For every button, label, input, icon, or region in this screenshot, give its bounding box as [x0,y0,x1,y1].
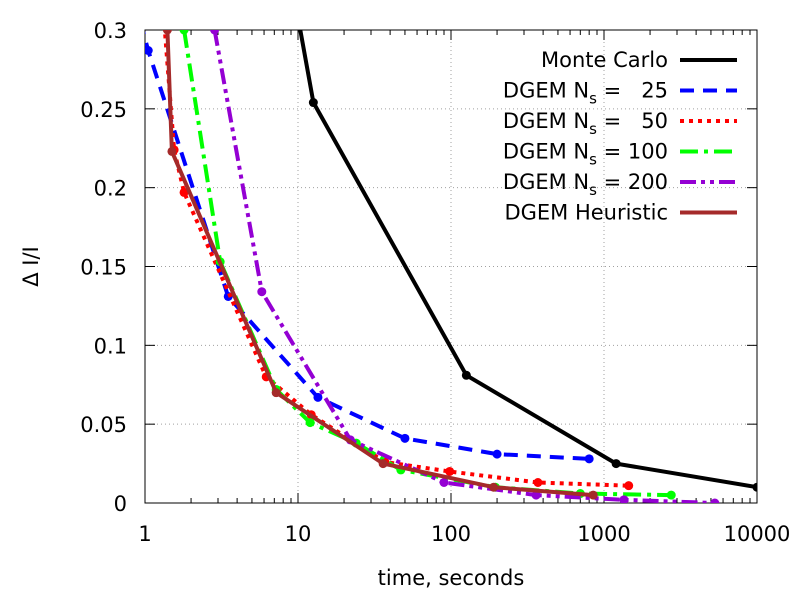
series-point [290,0,299,3]
series-point [167,146,177,156]
series-point [584,454,594,464]
x-tick-label: 10 [285,522,312,546]
grid [145,30,757,503]
legend-tail: = 200 [597,170,668,194]
series-point [179,30,189,35]
series-lines [130,0,757,503]
series-point [179,187,189,197]
series-point [624,481,634,491]
x-tick-label: 10000 [724,522,791,546]
series-point [489,482,499,492]
series-0 [290,0,757,492]
series-point [313,392,323,402]
series-point [439,478,449,488]
series-point [145,45,153,55]
series-point [533,478,543,488]
y-tick-label: 0 [114,492,127,516]
series-4 [210,30,720,503]
y-tick-label: 0.2 [94,177,127,201]
series-point [158,0,167,3]
legend-tail: = 25 [597,79,668,103]
series-line [165,30,594,498]
series-point [588,490,598,500]
x-axis-label: time, seconds [378,566,525,590]
series-point [492,449,502,459]
legend-subscript: s [589,120,597,138]
x-tick-label: 1 [138,522,151,546]
series-point [130,0,139,3]
legend-tail: = 50 [597,109,668,133]
legend-main: DGEM N [503,140,589,164]
series-point [400,433,410,443]
x-tick-label: 1000 [577,522,630,546]
x-tick-label: 100 [431,522,471,546]
legend-label-1: DGEM Ns = 25 [503,79,668,108]
legend-subscript: s [589,151,597,169]
series-1 [130,0,594,464]
series-point [666,490,676,500]
series-line [298,30,757,490]
series-point [619,495,629,503]
series-line [162,30,629,488]
legend-subscript: s [589,181,597,199]
y-tick-label: 0.3 [94,19,127,43]
legend-main: DGEM N [503,109,589,133]
legend-main: DGEM N [503,170,589,194]
legend-tail: = 100 [597,140,668,164]
series-point [445,466,455,476]
series-group [130,0,757,503]
series-point [271,388,281,398]
legend-label-3: DGEM Ns = 100 [503,140,668,169]
series-5 [162,30,598,500]
legend-label-0: Monte Carlo [541,48,668,72]
series-point [305,418,315,428]
legend-main: Monte Carlo [541,48,668,72]
series-point [752,482,757,492]
y-tick-label: 0.1 [94,334,127,358]
legend-subscript: s [589,90,597,108]
legend-main: DGEM Heuristic [504,201,668,225]
series-point [461,370,471,380]
series-point [378,459,388,469]
axes: 1 10 100 1000 10000 0 0.05 0.1 0.15 0.2 0.25 0.3 [80,19,790,546]
series-point [257,287,267,297]
series-point [210,30,220,35]
series-point [531,490,541,500]
legend-label-2: DGEM Ns = 50 [503,109,668,138]
y-axis-label: Δ I/I [19,246,43,287]
legend-main: DGEM N [503,79,589,103]
y-tick-label: 0.05 [80,413,127,437]
series-point [611,459,621,469]
series-point [308,98,318,108]
y-tick-label: 0.25 [80,98,127,122]
series-point [162,30,172,35]
legend-label-5: DGEM Heuristic [504,201,668,225]
legend-label-4: DGEM Ns = 200 [503,170,668,199]
series-point [710,498,720,503]
y-tick-label: 0.15 [80,256,127,280]
